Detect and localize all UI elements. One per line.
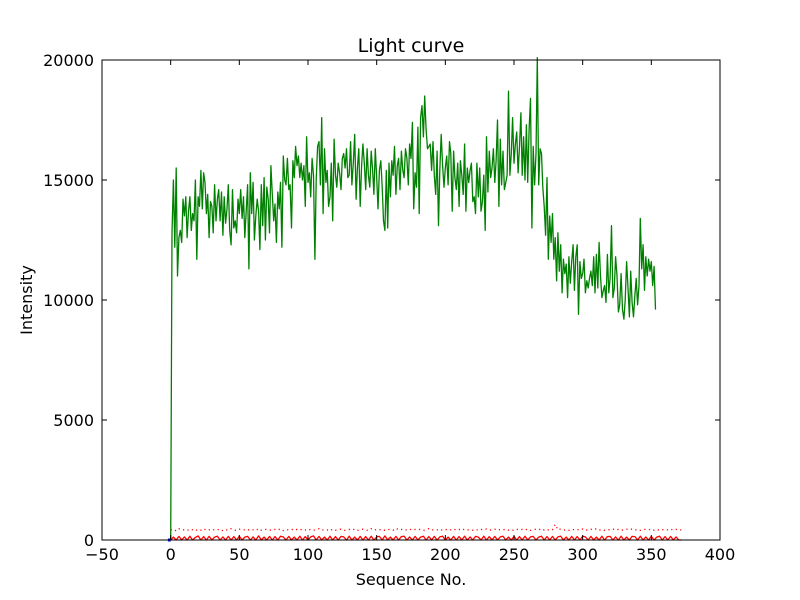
y-tick-label: 10000 (43, 291, 94, 310)
x-tick-label: 400 (705, 545, 736, 564)
series-line-1 (170, 56, 657, 539)
x-tick-label: 150 (361, 545, 392, 564)
y-tick-label: 5000 (53, 411, 94, 430)
x-axis-title: Sequence No. (356, 570, 467, 589)
x-tick-label: 100 (293, 545, 324, 564)
ticks-layer: −50 0 50 100 150 200 250 300 350 4000500010000150… (43, 51, 735, 564)
y-axis-title: Intensity (17, 265, 36, 335)
y-tick-label: 15000 (43, 171, 94, 190)
x-tick-label: 250 (499, 545, 530, 564)
y-tick-label: 20000 (43, 51, 94, 70)
x-tick-label: 350 (636, 545, 667, 564)
x-tick-label: 300 (567, 545, 598, 564)
x-tick-label: −50 (85, 545, 119, 564)
x-tick-label: 0 (166, 545, 176, 564)
chart-title: Light curve (358, 35, 465, 57)
y-tick-label: 0 (84, 531, 94, 550)
plot-area (102, 60, 720, 540)
x-tick-label: 50 (229, 545, 249, 564)
x-tick-label: 200 (430, 545, 461, 564)
